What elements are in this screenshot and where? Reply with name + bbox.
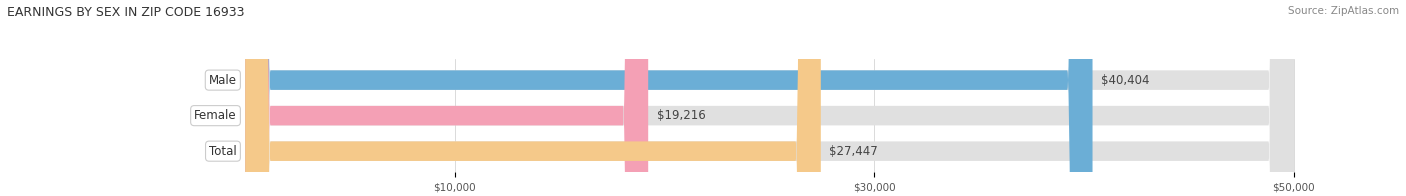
- Text: $19,216: $19,216: [657, 109, 706, 122]
- FancyBboxPatch shape: [245, 0, 1294, 196]
- Text: Total: Total: [209, 145, 236, 158]
- Text: Female: Female: [194, 109, 236, 122]
- Text: EARNINGS BY SEX IN ZIP CODE 16933: EARNINGS BY SEX IN ZIP CODE 16933: [7, 6, 245, 19]
- Text: $40,404: $40,404: [1101, 74, 1150, 87]
- FancyBboxPatch shape: [245, 0, 1092, 196]
- FancyBboxPatch shape: [245, 0, 821, 196]
- FancyBboxPatch shape: [245, 0, 648, 196]
- FancyBboxPatch shape: [245, 0, 1294, 196]
- Text: Source: ZipAtlas.com: Source: ZipAtlas.com: [1288, 6, 1399, 16]
- FancyBboxPatch shape: [245, 0, 1294, 196]
- Text: $27,447: $27,447: [830, 145, 877, 158]
- Text: Male: Male: [209, 74, 236, 87]
